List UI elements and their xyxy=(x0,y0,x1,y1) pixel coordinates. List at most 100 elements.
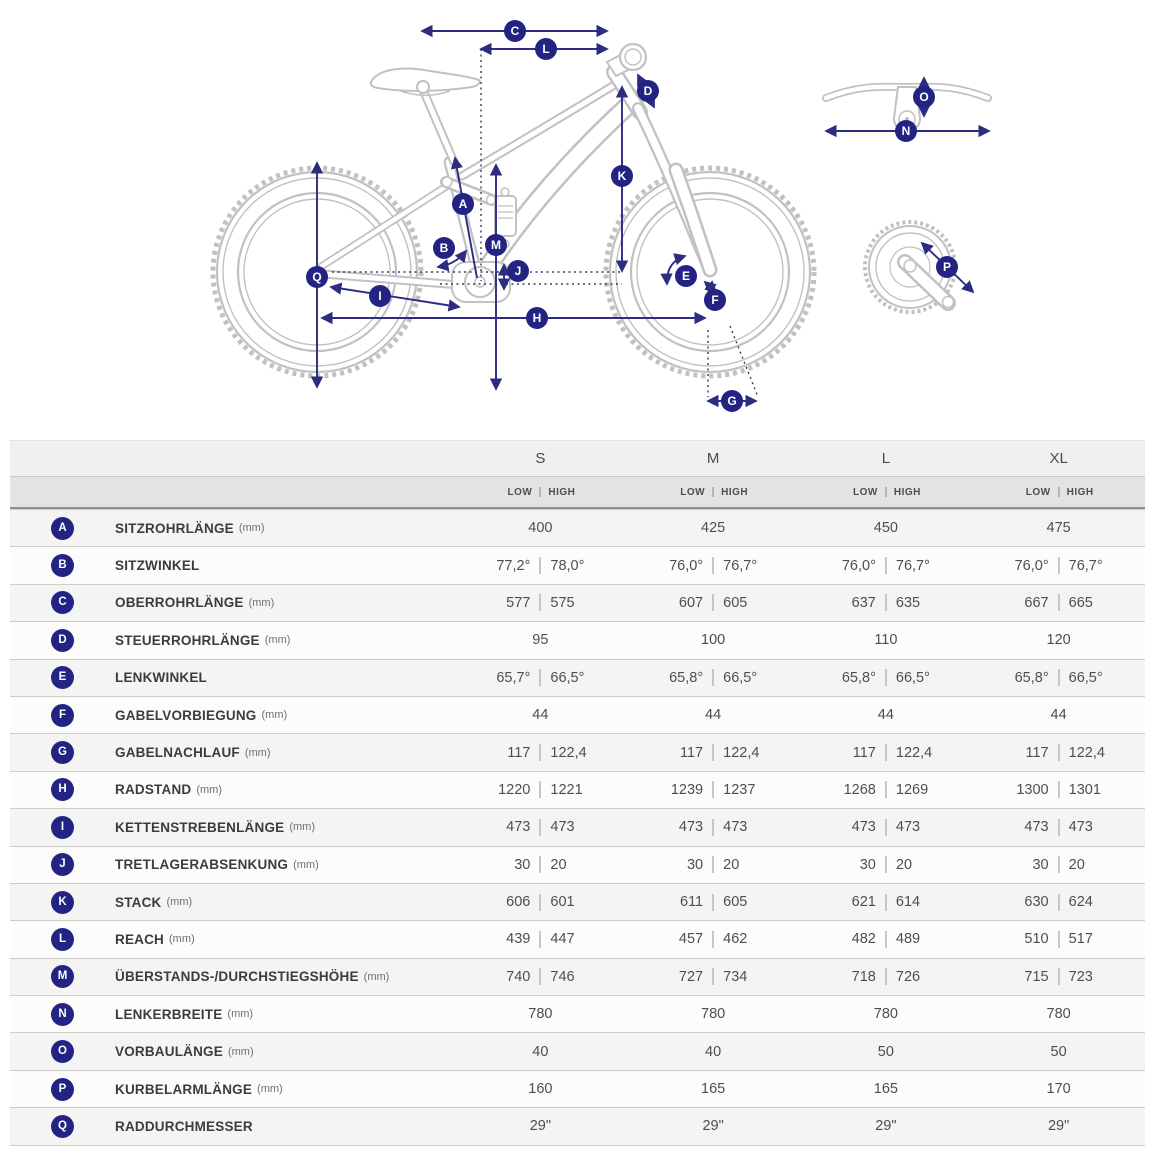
svg-text:M: M xyxy=(491,238,501,252)
value-cell: 44 xyxy=(800,697,973,733)
svg-text:K: K xyxy=(618,169,627,183)
value-high: 122,4 xyxy=(1068,744,1105,761)
value-single: 44 xyxy=(1050,707,1067,724)
svg-text:D: D xyxy=(644,84,653,98)
low-high-separator xyxy=(712,487,715,497)
value-cell: 65,8° 66,5° xyxy=(627,660,800,696)
diagram-marker-c: C xyxy=(504,20,526,42)
value-cell: 473 473 xyxy=(454,809,627,845)
value-separator xyxy=(712,930,715,948)
row-label: TRETLAGERABSENKUNG xyxy=(115,857,289,873)
row-label: KURBELARMLÄNGE xyxy=(115,1081,253,1097)
svg-text:O: O xyxy=(919,90,928,104)
row-header: C OBERROHRLÄNGE (mm) xyxy=(10,585,454,621)
value-low: 1268 xyxy=(843,781,876,798)
value-separator xyxy=(1057,930,1060,948)
value-cell: 165 xyxy=(800,1071,973,1107)
value-cell: 457 462 xyxy=(627,921,800,957)
row-unit: (mm) xyxy=(166,896,193,909)
value-cell: 473 473 xyxy=(800,809,973,845)
low-high-separator xyxy=(884,487,887,497)
diagram-marker-o: O xyxy=(913,86,935,108)
value-cell: 780 xyxy=(454,996,627,1032)
value-separator xyxy=(539,856,542,874)
value-low: 621 xyxy=(851,894,876,911)
value-separator xyxy=(539,557,542,575)
value-separator xyxy=(884,968,887,986)
row-label: GABELNACHLAUF xyxy=(115,745,240,761)
value-cell: 40 xyxy=(627,1033,800,1069)
value-cell: 400 xyxy=(454,510,627,546)
diagram-marker-k: K xyxy=(611,165,633,187)
row-header: N LENKERBREITE (mm) xyxy=(10,996,454,1032)
value-low: 77,2° xyxy=(496,557,531,574)
value-separator xyxy=(1057,968,1060,986)
diagram-marker-d: D xyxy=(637,80,659,102)
value-high: 1269 xyxy=(895,781,929,798)
row-label: LENKERBREITE xyxy=(115,1006,223,1022)
value-low: 611 xyxy=(680,894,704,911)
value-cell: 165 xyxy=(627,1071,800,1107)
table-row-h: H RADSTAND (mm) 1220 1221 1239 1237 1268 1269 130… xyxy=(10,770,1145,809)
row-unit: (mm) xyxy=(227,1008,254,1021)
value-cell: 1300 1301 xyxy=(972,772,1145,808)
value-separator xyxy=(884,930,887,948)
value-single: 120 xyxy=(1046,632,1071,649)
value-cell: 30 20 xyxy=(800,847,973,883)
row-label: KETTENSTREBENLÄNGE xyxy=(115,819,285,835)
diagram-marker-a: A xyxy=(452,193,474,215)
low-high-header-l: LOW HIGH xyxy=(800,487,973,498)
svg-text:G: G xyxy=(727,394,736,408)
value-cell: 637 635 xyxy=(800,585,973,621)
low-high-header-row: LOW HIGH LOW HIGH LOW HIGH LOW HIGH xyxy=(10,476,1145,509)
row-letter-badge: G xyxy=(51,741,74,765)
row-letter-badge: K xyxy=(51,890,74,914)
value-low: 76,0° xyxy=(669,557,704,574)
value-separator xyxy=(712,557,715,575)
value-cell: 510 517 xyxy=(972,921,1145,957)
table-row-a: A SITZROHRLÄNGE (mm) 400 425 450 475 xyxy=(10,509,1145,547)
bike-geometry-svg: C L D K A B MJ Q I E F H G O N P xyxy=(210,20,992,412)
row-letter-badge: P xyxy=(51,1077,74,1101)
value-single: 95 xyxy=(532,632,549,649)
row-header: J TRETLAGERABSENKUNG (mm) xyxy=(10,847,454,883)
value-cell: 667 665 xyxy=(972,585,1145,621)
value-low: 30 xyxy=(859,856,876,873)
value-cell: 718 726 xyxy=(800,959,973,995)
row-header: B SITZWINKEL xyxy=(10,547,454,583)
table-row-c: C OBERROHRLÄNGE (mm) 577 575 607 605 637 635 667 6… xyxy=(10,583,1145,622)
low-high-separator xyxy=(1057,487,1060,497)
value-low: 117 xyxy=(507,744,531,761)
value-cell: 50 xyxy=(972,1033,1145,1069)
low-label: LOW xyxy=(507,486,533,498)
table-body: A SITZROHRLÄNGE (mm) 400 425 450 475 B SITZWINKE… xyxy=(10,509,1145,1146)
value-cell: 727 734 xyxy=(627,959,800,995)
svg-text:P: P xyxy=(943,260,951,274)
svg-text:I: I xyxy=(378,289,381,303)
value-single: 780 xyxy=(1046,1006,1071,1023)
size-header-s: S xyxy=(535,450,546,467)
value-single: 29" xyxy=(529,1118,552,1135)
value-cell: 630 624 xyxy=(972,884,1145,920)
low-high-separator xyxy=(539,487,542,497)
row-letter-badge: L xyxy=(51,927,74,951)
value-low: 607 xyxy=(678,594,704,611)
value-low: 577 xyxy=(506,594,531,611)
value-high: 66,5° xyxy=(1068,669,1103,686)
value-single: 100 xyxy=(701,632,726,649)
value-high: 601 xyxy=(550,894,575,911)
size-header-m: M xyxy=(706,450,720,467)
value-cell: 29" xyxy=(454,1108,627,1144)
value-low: 1300 xyxy=(1016,781,1049,798)
row-letter-badge: Q xyxy=(51,1114,74,1138)
value-separator xyxy=(712,968,715,986)
table-row-q: Q RADDURCHMESSER 29" 29" 29" 29" xyxy=(10,1107,1145,1145)
svg-text:N: N xyxy=(902,124,911,138)
value-separator xyxy=(884,856,887,874)
value-cell: 40 xyxy=(454,1033,627,1069)
value-low: 473 xyxy=(1024,819,1049,836)
svg-text:Q: Q xyxy=(312,270,321,284)
table-row-i: I KETTENSTREBENLÄNGE (mm) 473 473 473 473 473 47… xyxy=(10,808,1145,846)
value-separator xyxy=(712,669,715,687)
